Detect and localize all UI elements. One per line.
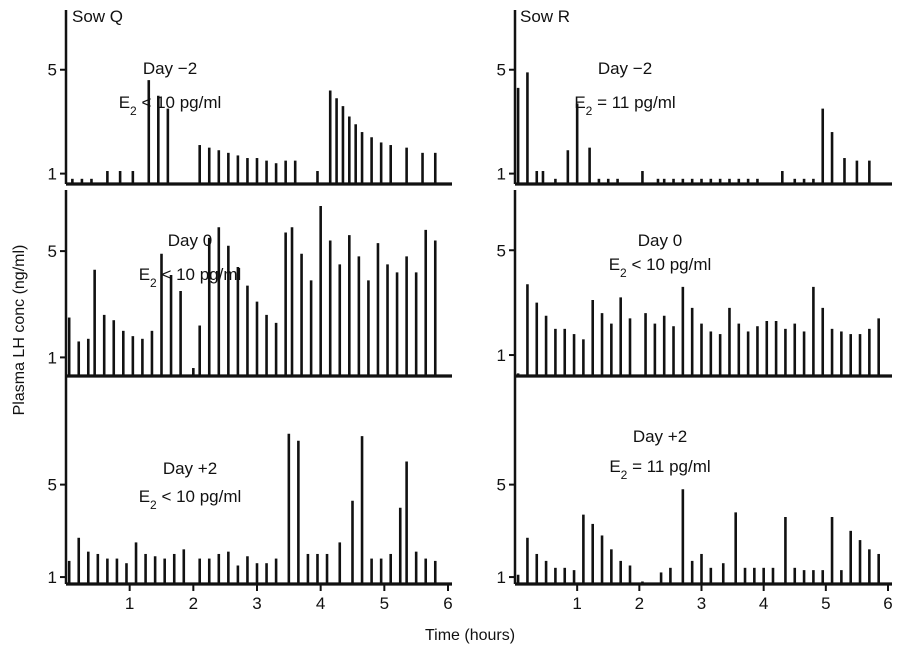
panel-sow-r-day-0: 1 5 Day 0 E2 < 10 pg/ml [497, 190, 892, 378]
day-label-sow-r-day-2: Day +2 [633, 427, 687, 446]
y-tick-label-sow-r-day-0-5: 5 [497, 241, 506, 260]
x-axis-label: Time (hours) [425, 627, 515, 644]
panel-sow-r-day-2: 1 5 Day −2 E2 = 11 pg/ml [497, 10, 892, 186]
x-tick-label-sow-r-day-2-2: 2 [635, 594, 644, 613]
day-label-sow-q-day-2: Day +2 [163, 459, 217, 478]
panel-sow-q-day-0: 1 5 Day 0 E2 < 10 pg/ml [48, 190, 452, 378]
e2-label-sow-q-day-2: E2 < 10 pg/ml [119, 93, 222, 118]
y-tick-label-sow-q-day-2-5: 5 [48, 476, 57, 495]
y-axis-label: Plasma LH conc (ng/ml) [11, 245, 28, 416]
day-label-sow-q-day-2: Day −2 [143, 59, 197, 78]
e2-label-sow-r-day-2: E2 = 11 pg/ml [574, 93, 675, 118]
x-tick-label-sow-r-day-2-3: 3 [697, 594, 706, 613]
y-tick-label-sow-q-day-0-1: 1 [48, 348, 57, 367]
panel-sow-q-day-2: 1 5 1 2 3 4 5 6 Day +2 E2 < 10 pg/ml [48, 376, 453, 613]
y-tick-label-sow-r-day-2-5: 5 [497, 476, 506, 495]
y-tick-label-sow-r-day-2-5: 5 [497, 61, 506, 80]
panels: 1 5 Day −2 E2 < 10 pg/ml 1 5 Day 0 E2 < 10 pg/m… [48, 10, 893, 613]
x-tick-label-sow-r-day-2-1: 1 [572, 594, 581, 613]
day-label-sow-r-day-2: Day −2 [598, 59, 652, 78]
e2-label-sow-r-day-0: E2 < 10 pg/ml [609, 255, 712, 280]
x-tick-label-sow-q-day-2-4: 4 [316, 594, 325, 613]
day-label-sow-q-day-0: Day 0 [168, 231, 212, 250]
x-tick-label-sow-r-day-2-4: 4 [759, 594, 768, 613]
y-tick-label-sow-q-day-2-5: 5 [48, 61, 57, 80]
x-tick-label-sow-r-day-2-5: 5 [821, 594, 830, 613]
panel-sow-r-day-2: 1 5 1 2 3 4 5 6 Day +2 E2 = 11 pg/ml [497, 376, 893, 613]
y-tick-label-sow-q-day-2-1: 1 [48, 165, 57, 184]
x-tick-label-sow-r-day-2-6: 6 [883, 594, 892, 613]
x-tick-label-sow-q-day-2-3: 3 [252, 594, 261, 613]
x-tick-label-sow-q-day-2-5: 5 [380, 594, 389, 613]
y-tick-label-sow-r-day-2-1: 1 [497, 165, 506, 184]
e2-label-sow-r-day-2: E2 = 11 pg/ml [609, 457, 710, 482]
day-label-sow-r-day-0: Day 0 [638, 231, 682, 250]
panel-sow-q-day-2: 1 5 Day −2 E2 < 10 pg/ml [48, 10, 452, 186]
y-tick-label-sow-q-day-2-1: 1 [48, 568, 57, 587]
e2-label-sow-q-day-0: E2 < 10 pg/ml [139, 265, 242, 290]
sow-r-title: Sow R [520, 7, 570, 26]
sow-q-title: Sow Q [72, 7, 123, 26]
y-tick-label-sow-r-day-0-1: 1 [497, 346, 506, 365]
x-tick-label-sow-q-day-2-2: 2 [189, 594, 198, 613]
y-tick-label-sow-r-day-2-1: 1 [497, 568, 506, 587]
e2-label-sow-q-day-2: E2 < 10 pg/ml [139, 487, 242, 512]
y-tick-label-sow-q-day-0-5: 5 [48, 242, 57, 261]
x-tick-label-sow-q-day-2-6: 6 [443, 594, 452, 613]
x-tick-label-sow-q-day-2-1: 1 [125, 594, 134, 613]
